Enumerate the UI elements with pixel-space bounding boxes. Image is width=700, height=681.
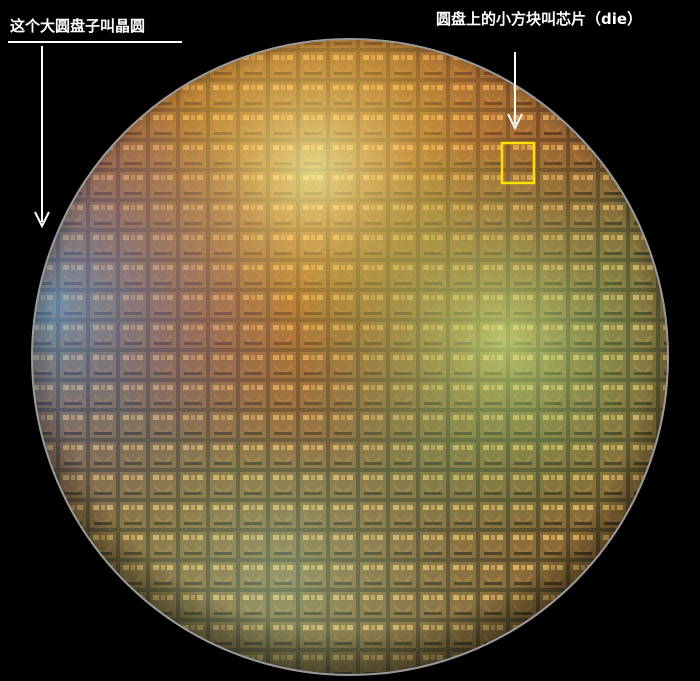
die-label: 圆盘上的小方块叫芯片（die） [436, 10, 642, 28]
wafer-label: 这个大圆盘子叫晶圆 [10, 17, 145, 35]
arrow-head [507, 113, 523, 131]
wafer-edge [31, 38, 669, 676]
die-highlight [500, 141, 536, 185]
arrow-head [34, 211, 50, 229]
